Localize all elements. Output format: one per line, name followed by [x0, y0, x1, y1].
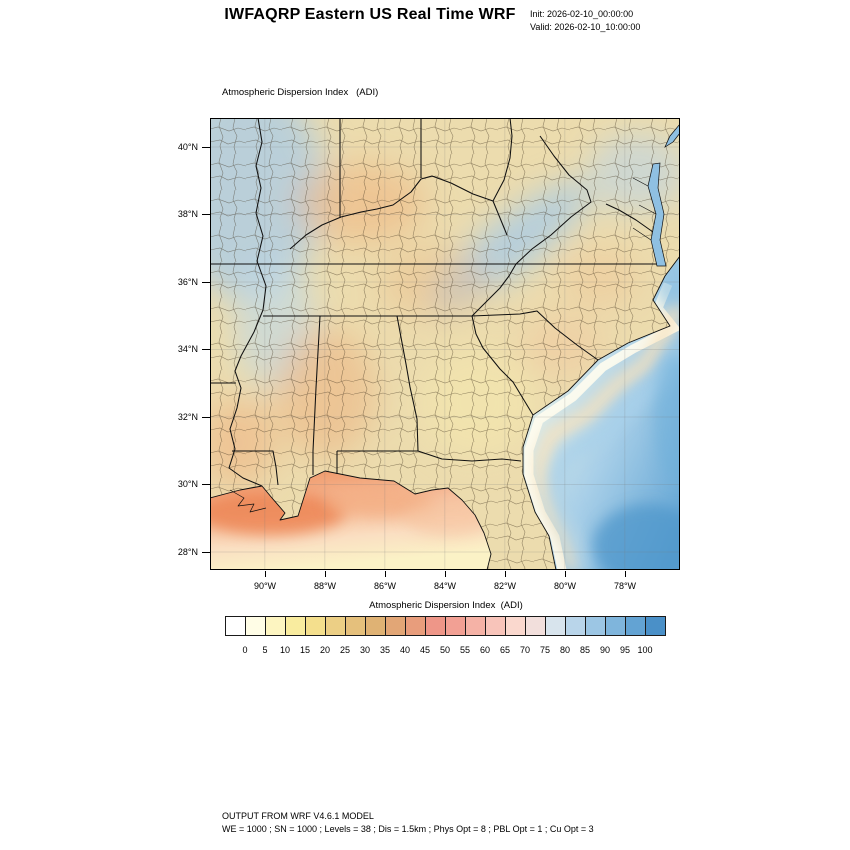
map-frame	[210, 118, 680, 570]
colorbar-tick-label: 100	[637, 645, 653, 655]
colorbar-tick-label: 75	[539, 645, 550, 655]
colorbar-tick-label: 30	[359, 645, 370, 655]
colorbar-swatch	[645, 616, 666, 636]
colorbar-tick-label: 65	[499, 645, 510, 655]
colorbar-tick-label: 10	[279, 645, 290, 655]
y-axis-label: 28°N	[177, 547, 198, 557]
colorbar-swatch	[285, 616, 306, 636]
colorbar-swatch	[405, 616, 426, 636]
x-axis-tick	[265, 571, 266, 577]
x-axis-label: 88°W	[313, 581, 337, 591]
footer-config-line: WE = 1000 ; SN = 1000 ; Levels = 38 ; Di…	[222, 824, 594, 834]
x-axis-tick	[325, 571, 326, 577]
colorbar-tick-label: 5	[262, 645, 268, 655]
colorbar-swatch	[585, 616, 606, 636]
colorbar	[225, 616, 667, 637]
x-axis-tick	[625, 571, 626, 577]
colorbar-tick-label: 60	[479, 645, 490, 655]
colorbar-swatch	[445, 616, 466, 636]
y-axis-tick	[202, 484, 210, 485]
colorbar-swatch	[245, 616, 266, 636]
page-title: IWFAQRP Eastern US Real Time WRF	[224, 6, 516, 23]
colorbar-swatch	[325, 616, 346, 636]
colorbar-tick-label: 70	[519, 645, 530, 655]
y-axis-label: 34°N	[177, 344, 198, 354]
colorbar-tick-label: 35	[379, 645, 390, 655]
chesapeake-bay	[632, 123, 680, 267]
colorbar-swatch	[625, 616, 646, 636]
colorbar-tick-label: 90	[599, 645, 610, 655]
colorbar-tick-label: 55	[459, 645, 470, 655]
x-axis-label: 80°W	[553, 581, 577, 591]
colorbar-tick-label: 50	[439, 645, 450, 655]
colorbar-swatch	[605, 616, 626, 636]
colorbar-tick-label: 0	[242, 645, 248, 655]
x-axis-label: 90°W	[253, 581, 277, 591]
colorbar-tick-label: 20	[319, 645, 330, 655]
colorbar-swatch	[505, 616, 526, 636]
colorbar-swatch	[525, 616, 546, 636]
colorbar-swatch	[305, 616, 326, 636]
atlantic-bands	[524, 256, 680, 570]
colorbar-tick-label: 40	[399, 645, 410, 655]
y-axis-tick	[202, 349, 210, 350]
y-axis-label: 38°N	[177, 209, 198, 219]
colorbar-swatch	[425, 616, 446, 636]
colorbar-swatch	[365, 616, 386, 636]
y-axis-tick	[202, 214, 210, 215]
x-axis-tick	[445, 571, 446, 577]
x-axis-tick	[505, 571, 506, 577]
footer-model-line: OUTPUT FROM WRF V4.6.1 MODEL	[222, 811, 374, 821]
y-axis-label: 40°N	[177, 142, 198, 152]
init-timestamp: Init: 2026-02-10_00:00:00	[530, 9, 634, 19]
colorbar-title: Atmospheric Dispersion Index (ADI)	[369, 600, 523, 611]
x-axis-label: 82°W	[493, 581, 517, 591]
x-axis-tick	[565, 571, 566, 577]
colorbar-tick-label: 95	[619, 645, 630, 655]
y-axis-label: 30°N	[177, 479, 198, 489]
map-canvas	[210, 118, 680, 570]
colorbar-swatch	[465, 616, 486, 636]
y-axis-tick	[202, 282, 210, 283]
y-axis-tick	[202, 147, 210, 148]
x-axis-label: 84°W	[433, 581, 457, 591]
colorbar-swatch	[345, 616, 366, 636]
lat-lon-graticule	[210, 118, 680, 570]
x-axis-label: 86°W	[373, 581, 397, 591]
colorbar-swatch	[565, 616, 586, 636]
x-axis-tick	[385, 571, 386, 577]
y-axis-tick	[202, 417, 210, 418]
colorbar-swatch	[265, 616, 286, 636]
colorbar-tick-label: 80	[559, 645, 570, 655]
colorbar-tick-label: 25	[339, 645, 350, 655]
colorbar-swatch	[485, 616, 506, 636]
x-axis-label: 78°W	[613, 581, 637, 591]
map-subtitle: Atmospheric Dispersion Index (ADI)	[222, 87, 379, 98]
y-axis-label: 32°N	[177, 412, 198, 422]
colorbar-swatch	[225, 616, 246, 636]
valid-timestamp: Valid: 2026-02-10_10:00:00	[530, 22, 641, 32]
y-axis-label: 36°N	[177, 277, 198, 287]
colorbar-tick-label: 85	[579, 645, 590, 655]
colorbar-swatch	[545, 616, 566, 636]
colorbar-tick-label: 45	[419, 645, 430, 655]
y-axis-tick	[202, 552, 210, 553]
state-borders	[210, 118, 662, 487]
colorbar-tick-label: 15	[299, 645, 310, 655]
colorbar-swatch	[385, 616, 406, 636]
coastlines	[210, 255, 680, 570]
